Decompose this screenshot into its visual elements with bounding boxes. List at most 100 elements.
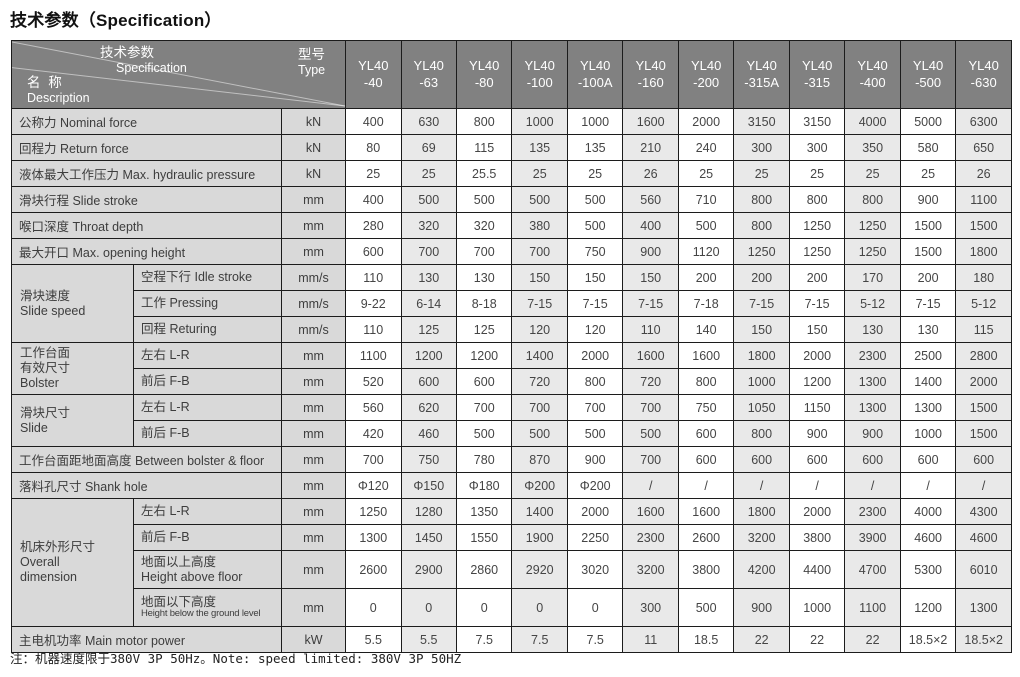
value-cell: 7-15 [566, 290, 624, 317]
value-cell: 4600 [899, 524, 957, 551]
value-cell: / [622, 472, 679, 499]
value-cell: Φ150 [400, 472, 457, 499]
table-row: 回程 Returing mm/s 110 125 125 120 120 110 140 150 1… [12, 316, 1012, 343]
value-cell: / [899, 472, 957, 499]
value-cell: 1300 [955, 588, 1012, 627]
value-cell: 1400 [511, 498, 568, 525]
value-cell: 1000 [511, 108, 568, 135]
sub-label-line: 左右 L-R [141, 504, 190, 519]
value-cell: 7.5 [455, 626, 513, 653]
sub-label: 回程 Returing [133, 316, 282, 343]
value-cell: 400 [345, 108, 402, 135]
group-label: 滑块速度 Slide speed [11, 264, 134, 343]
value-cell: 600 [955, 446, 1012, 473]
value-cell: 7-15 [899, 290, 957, 317]
value-cell: 4400 [788, 550, 846, 589]
value-cell: 520 [345, 368, 402, 395]
value-cell: / [844, 472, 901, 499]
sub-label-line: 空程下行 Idle stroke [141, 270, 253, 285]
group-label-line: Overall [20, 555, 60, 569]
value-cell: 110 [345, 264, 402, 291]
corner-spec-zh: 技术参数 [100, 45, 154, 60]
value-cell: 8-18 [455, 290, 513, 317]
value-cell: 1600 [622, 108, 679, 135]
unit-cell: mm [280, 238, 347, 265]
value-cell: 1400 [511, 342, 568, 369]
value-cell: 200 [733, 264, 790, 291]
value-cell: 1100 [345, 342, 402, 369]
model-line1: YL40 [690, 58, 722, 74]
value-cell: 25 [844, 160, 901, 187]
value-cell: 900 [733, 588, 790, 627]
value-cell: 2000 [677, 108, 735, 135]
value-cell: 2300 [622, 524, 679, 551]
value-cell: 900 [899, 186, 957, 213]
value-cell: 180 [955, 264, 1012, 291]
column-header-YL40-40: YL40 -40 [345, 40, 402, 109]
value-cell: 2600 [345, 550, 402, 589]
value-cell: 1100 [844, 588, 901, 627]
table-row: 回程力 Return force kN 80 69 115 135 135 210 240 300… [11, 134, 1012, 161]
value-cell: 1300 [844, 368, 901, 395]
table-body: 公称力 Nominal force kN 400 630 800 1000 1000 1600… [11, 108, 1012, 653]
group-label-line: 有效尺寸 [20, 361, 71, 375]
table-row: 最大开口 Max. opening height mm 600 700 700 700 75… [11, 238, 1012, 265]
model-line1: YL40 [746, 58, 777, 74]
value-cell: 900 [788, 420, 846, 447]
value-cell: 26 [955, 160, 1012, 187]
sub-label: 空程下行 Idle stroke [133, 264, 282, 291]
value-cell: 130 [400, 264, 457, 291]
group-label-line: 滑块尺寸 [20, 405, 71, 420]
value-cell: 2800 [955, 342, 1012, 369]
value-cell: 25 [899, 160, 957, 187]
value-cell: 25 [566, 160, 624, 187]
value-cell: Φ180 [455, 472, 513, 499]
sub-label-line: 地面以上高度 [141, 555, 217, 570]
value-cell: 110 [345, 316, 402, 343]
value-cell: 1000 [899, 420, 957, 447]
value-cell: 22 [844, 626, 901, 653]
value-cell: 2250 [566, 524, 624, 551]
value-cell: 4300 [955, 498, 1012, 525]
value-cell: 380 [511, 212, 568, 239]
value-cell: 600 [345, 238, 402, 265]
diagonal-divider-lines [12, 41, 345, 107]
model-line1: YL40 [635, 58, 666, 74]
value-cell: 1600 [622, 342, 679, 369]
row-label: 公称力 Nominal force [11, 108, 282, 135]
row-label: 主电机功率 Main motor power [11, 626, 282, 653]
sub-label-line: 回程 Returing [141, 322, 217, 337]
value-cell: 150 [511, 264, 568, 291]
value-cell: 6300 [955, 108, 1012, 135]
table-row: 主电机功率 Main motor power kW 5.5 5.5 7.5 7.5 7.5 1… [11, 626, 1012, 653]
sub-label: 左右 L-R [133, 498, 282, 525]
value-cell: 120 [511, 316, 568, 343]
value-cell: 1450 [400, 524, 457, 551]
value-cell: 320 [400, 212, 457, 239]
value-cell: 7.5 [511, 626, 568, 653]
value-cell: 420 [345, 420, 402, 447]
value-cell: 125 [455, 316, 513, 343]
unit-cell: mm [280, 212, 347, 239]
unit-cell: mm [280, 550, 347, 589]
value-cell: 280 [345, 212, 402, 239]
value-cell: 5.5 [345, 626, 402, 653]
value-cell: 1500 [955, 420, 1012, 447]
unit-cell: mm [280, 420, 347, 447]
unit-cell: mm [280, 368, 347, 395]
value-cell: 25 [788, 160, 846, 187]
value-cell: / [955, 472, 1012, 499]
model-line1: YL40 [469, 58, 500, 74]
model-line1: YL40 [580, 58, 611, 74]
value-cell: 750 [566, 238, 624, 265]
row-label: 液体最大工作压力 Max. hydraulic pressure [11, 160, 282, 187]
value-cell: 300 [733, 134, 790, 161]
value-cell: 135 [566, 134, 624, 161]
sub-label-line: 左右 L-R [141, 400, 190, 415]
footnote: 注：机器速度限于380V 3P 50Hz。Note: speed limited… [10, 651, 462, 666]
value-cell: 170 [844, 264, 901, 291]
unit-cell: kN [280, 160, 347, 187]
value-cell: 500 [511, 420, 568, 447]
value-cell: 0 [400, 588, 457, 627]
value-cell: 130 [899, 316, 957, 343]
